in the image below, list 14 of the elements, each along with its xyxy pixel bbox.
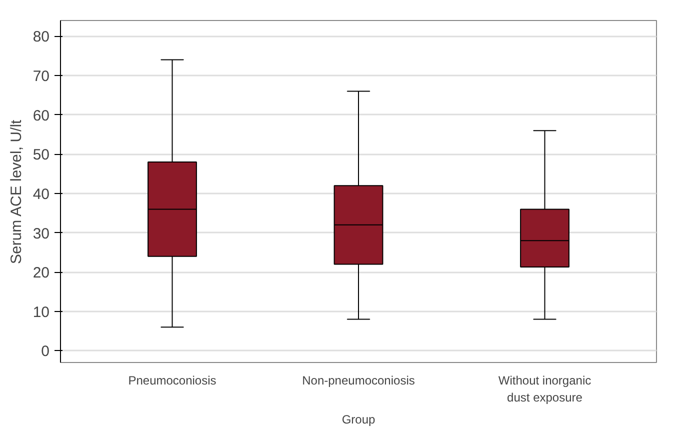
x-tick-label: Without inorganic dust exposure: [498, 374, 592, 404]
x-tick-label: Pneumoconiosis: [128, 374, 216, 388]
x-tick-label: Non-pneumoconiosis: [302, 374, 415, 388]
y-tick-label: 70: [32, 68, 50, 86]
y-tick-label: 80: [32, 28, 50, 46]
y-tick-label: 30: [32, 225, 50, 242]
y-tick-label: 50: [32, 146, 50, 164]
x-axis-title: Group: [342, 412, 376, 426]
y-tick-label: 60: [32, 107, 50, 124]
y-tick-label: 0: [41, 343, 50, 360]
y-tick-label: 10: [32, 304, 50, 321]
y-tick-label: 20: [32, 264, 50, 282]
y-tick-label: 40: [32, 186, 50, 203]
y-axis-title: Serum ACE level, U/lt: [8, 118, 25, 264]
